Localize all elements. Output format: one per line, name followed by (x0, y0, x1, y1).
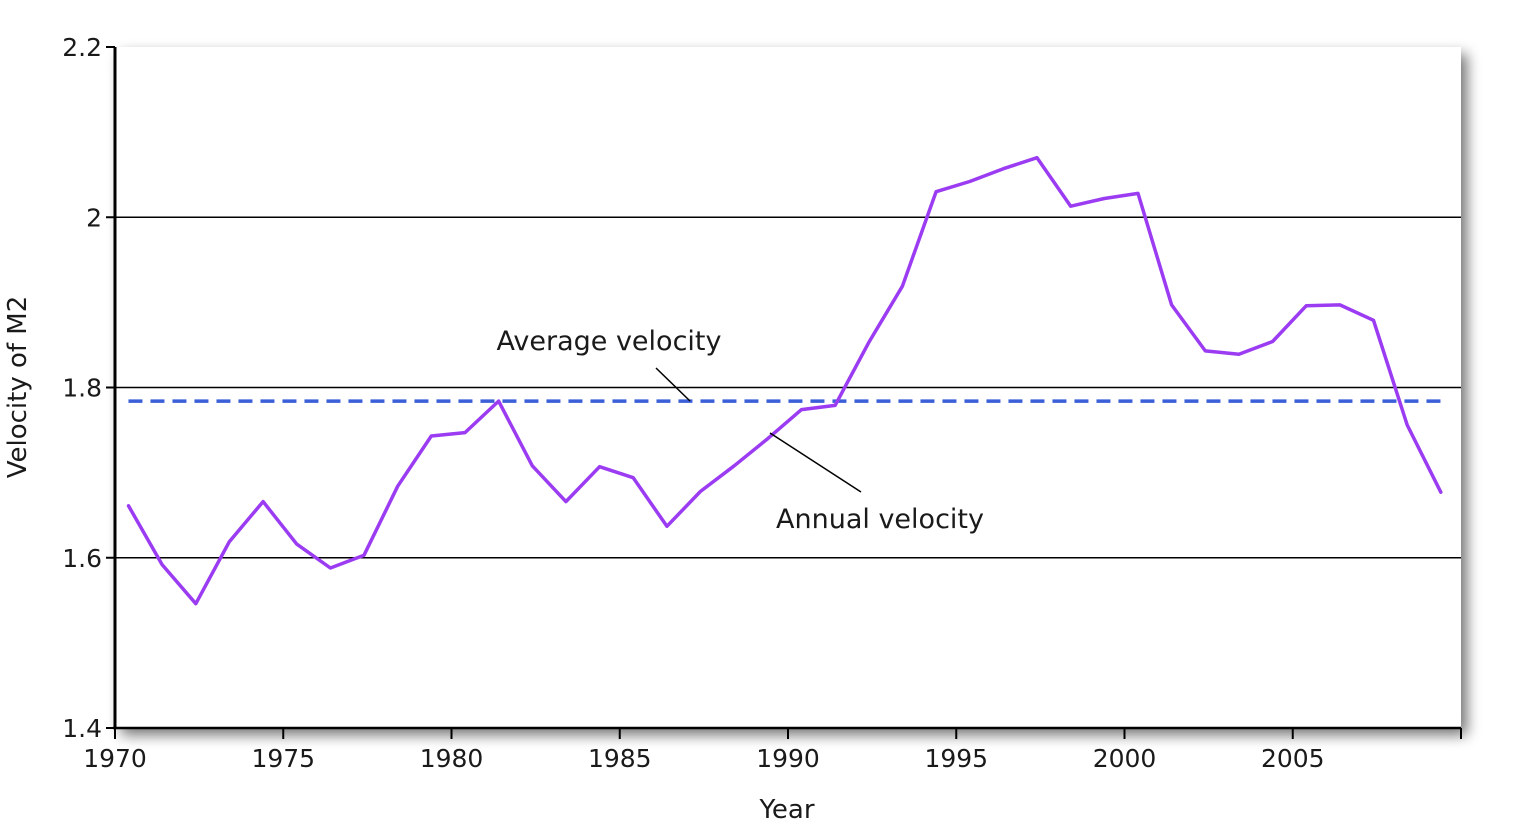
x-tick-label-4: 1990 (756, 744, 820, 773)
leader-average-velocity (655, 367, 691, 402)
y-tick-label-0: 1.4 (62, 714, 102, 743)
y-tick-label-1: 1.6 (62, 544, 102, 573)
x-tick-label-6: 2000 (1093, 744, 1157, 773)
x-tick-label-2: 1980 (420, 744, 484, 773)
x-tick-label-3: 1985 (588, 744, 652, 773)
series-layer (126, 155, 1443, 606)
x-tick-label-0: 1970 (83, 744, 147, 773)
annotation-average-velocity: Average velocity (497, 326, 722, 357)
y-tick-label-2: 1.8 (62, 374, 102, 403)
series-annual-velocity (126, 155, 1443, 606)
gridlines (115, 216, 1461, 559)
y-axis-title: Velocity of M2 (3, 296, 33, 479)
annotations: Average velocity Annual velocity (497, 326, 984, 535)
y-tick-label-3: 2 (86, 203, 102, 232)
ticks (106, 46, 1462, 739)
annotation-annual-velocity: Annual velocity (776, 504, 984, 535)
x-tick-label-5: 1995 (924, 744, 988, 773)
leader-annual-velocity (769, 432, 862, 493)
x-tick-label-1: 1975 (251, 744, 315, 773)
tick-labels: 1.4 1.6 1.8 2 2.2 1970 1975 1980 1985 1990 1995 200… (62, 33, 1324, 773)
x-axis-title: Year (758, 795, 814, 825)
y-tick-label-4: 2.2 (62, 33, 102, 62)
x-tick-label-7: 2005 (1261, 744, 1325, 773)
